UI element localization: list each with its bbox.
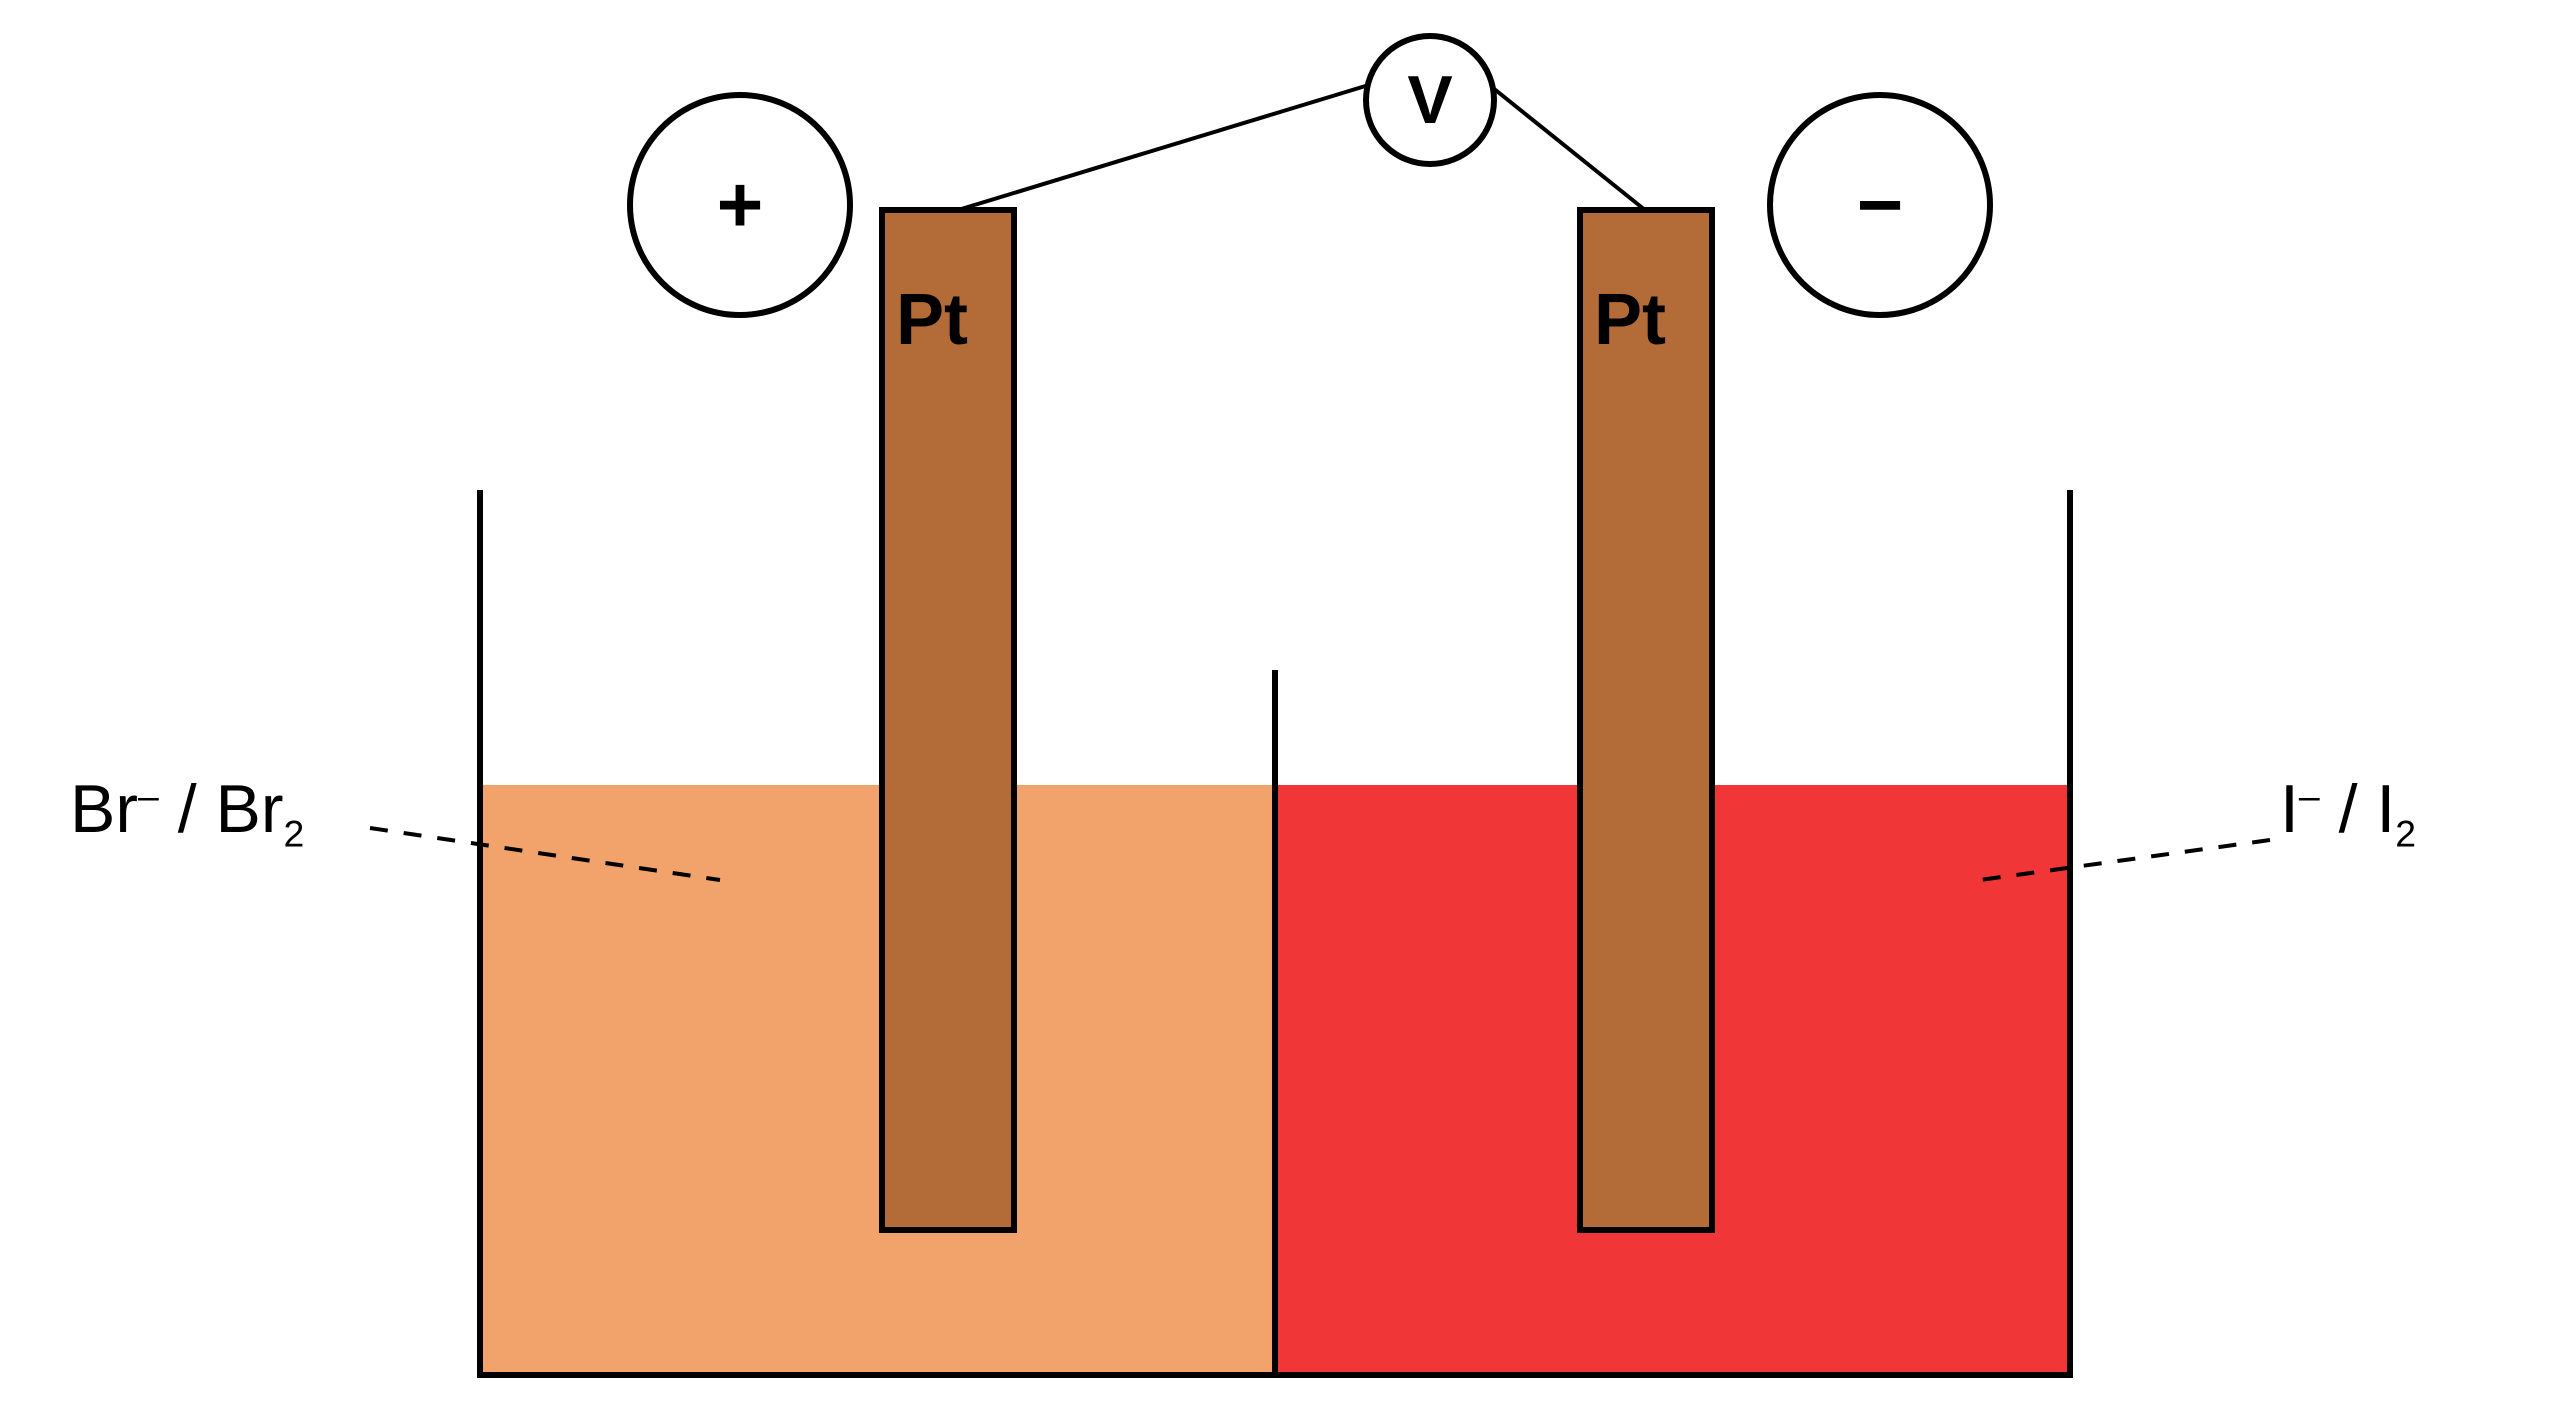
positive-terminal-label: + xyxy=(717,159,764,251)
right-solution-label: I– / I2 xyxy=(2280,770,2416,856)
left-solution-label: Br– / Br2 xyxy=(70,770,304,856)
left-electrode-label: Pt xyxy=(896,279,968,361)
right-electrode-label: Pt xyxy=(1594,279,1666,361)
electrochemistry-diagram xyxy=(0,0,2562,1422)
negative-terminal-label: − xyxy=(1857,159,1904,251)
voltmeter-label: V xyxy=(1407,61,1452,139)
